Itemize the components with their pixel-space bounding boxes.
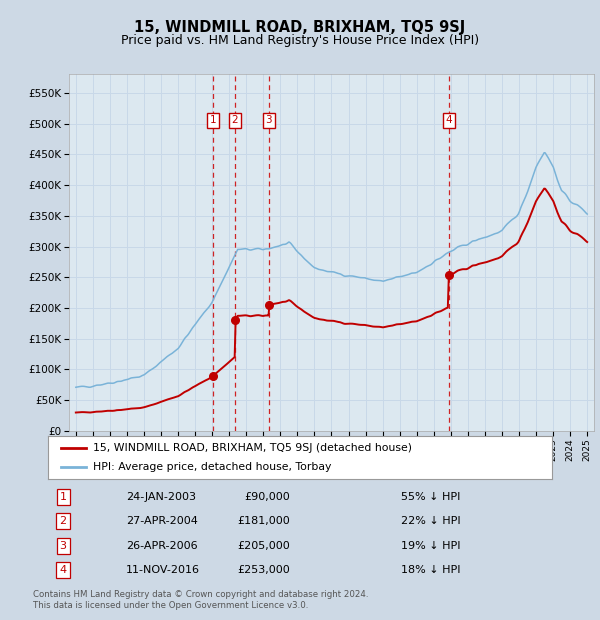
Text: 11-NOV-2016: 11-NOV-2016 bbox=[126, 565, 200, 575]
Text: 22% ↓ HPI: 22% ↓ HPI bbox=[401, 516, 460, 526]
Text: HPI: Average price, detached house, Torbay: HPI: Average price, detached house, Torb… bbox=[94, 463, 332, 472]
Text: 4: 4 bbox=[445, 115, 452, 125]
Text: 15, WINDMILL ROAD, BRIXHAM, TQ5 9SJ (detached house): 15, WINDMILL ROAD, BRIXHAM, TQ5 9SJ (det… bbox=[94, 443, 412, 453]
Text: 1: 1 bbox=[59, 492, 67, 502]
Text: £181,000: £181,000 bbox=[237, 516, 290, 526]
Text: 26-APR-2006: 26-APR-2006 bbox=[126, 541, 198, 551]
Text: 2: 2 bbox=[232, 115, 238, 125]
Text: 18% ↓ HPI: 18% ↓ HPI bbox=[401, 565, 460, 575]
Text: £253,000: £253,000 bbox=[237, 565, 290, 575]
Text: Price paid vs. HM Land Registry's House Price Index (HPI): Price paid vs. HM Land Registry's House … bbox=[121, 34, 479, 47]
Text: 1: 1 bbox=[210, 115, 217, 125]
Text: 2: 2 bbox=[59, 516, 67, 526]
Text: £205,000: £205,000 bbox=[237, 541, 290, 551]
Text: 3: 3 bbox=[59, 541, 67, 551]
Text: 19% ↓ HPI: 19% ↓ HPI bbox=[401, 541, 460, 551]
Text: 24-JAN-2003: 24-JAN-2003 bbox=[126, 492, 196, 502]
Text: £90,000: £90,000 bbox=[244, 492, 290, 502]
Text: Contains HM Land Registry data © Crown copyright and database right 2024.
This d: Contains HM Land Registry data © Crown c… bbox=[33, 590, 368, 609]
Text: 27-APR-2004: 27-APR-2004 bbox=[126, 516, 198, 526]
Text: 4: 4 bbox=[59, 565, 67, 575]
Text: 55% ↓ HPI: 55% ↓ HPI bbox=[401, 492, 460, 502]
Text: 3: 3 bbox=[265, 115, 272, 125]
Text: 15, WINDMILL ROAD, BRIXHAM, TQ5 9SJ: 15, WINDMILL ROAD, BRIXHAM, TQ5 9SJ bbox=[134, 20, 466, 35]
